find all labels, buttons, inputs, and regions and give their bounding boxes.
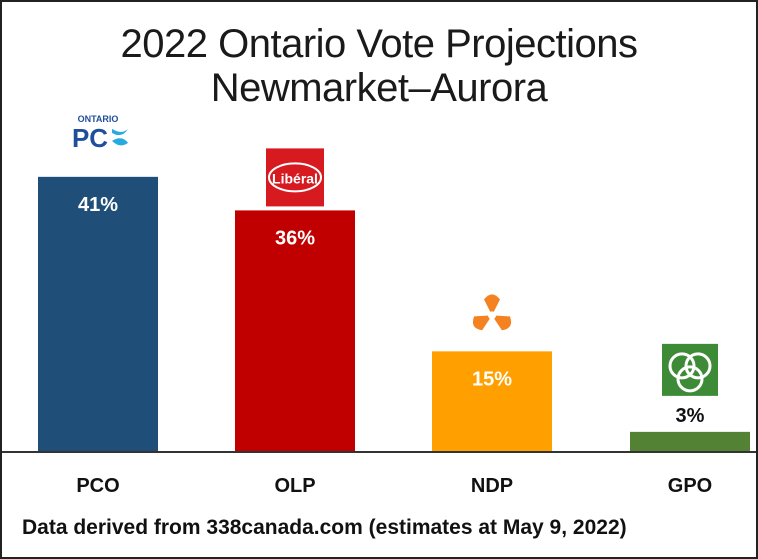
svg-text:ONTARIO: ONTARIO [78,114,119,124]
chart-title: 2022 Ontario Vote Projections [120,22,638,66]
svg-text:Libéral: Libéral [272,170,318,186]
category-label-pco: PCO [76,475,119,497]
footer-source: Data derived from 338canada.com (estimat… [22,516,627,539]
data-label-pco: 41% [78,194,118,216]
category-label-ndp: NDP [471,475,513,497]
data-label-olp: 36% [275,227,315,249]
bar-pco [38,176,158,452]
chart-subtitle: Newmarket–Aurora [210,66,548,110]
green-logo [662,343,718,396]
data-label-gpo: 3% [676,405,705,427]
bar-ndp [432,351,552,452]
bar-olp [235,210,355,452]
data-label-ndp: 15% [472,368,512,390]
liberal-logo: Libéral [266,148,324,207]
svg-text:PC: PC [72,123,108,153]
category-label-gpo: GPO [668,475,712,497]
category-label-olp: OLP [274,475,315,497]
bar-gpo [630,431,750,452]
ndp-logo [472,294,512,331]
